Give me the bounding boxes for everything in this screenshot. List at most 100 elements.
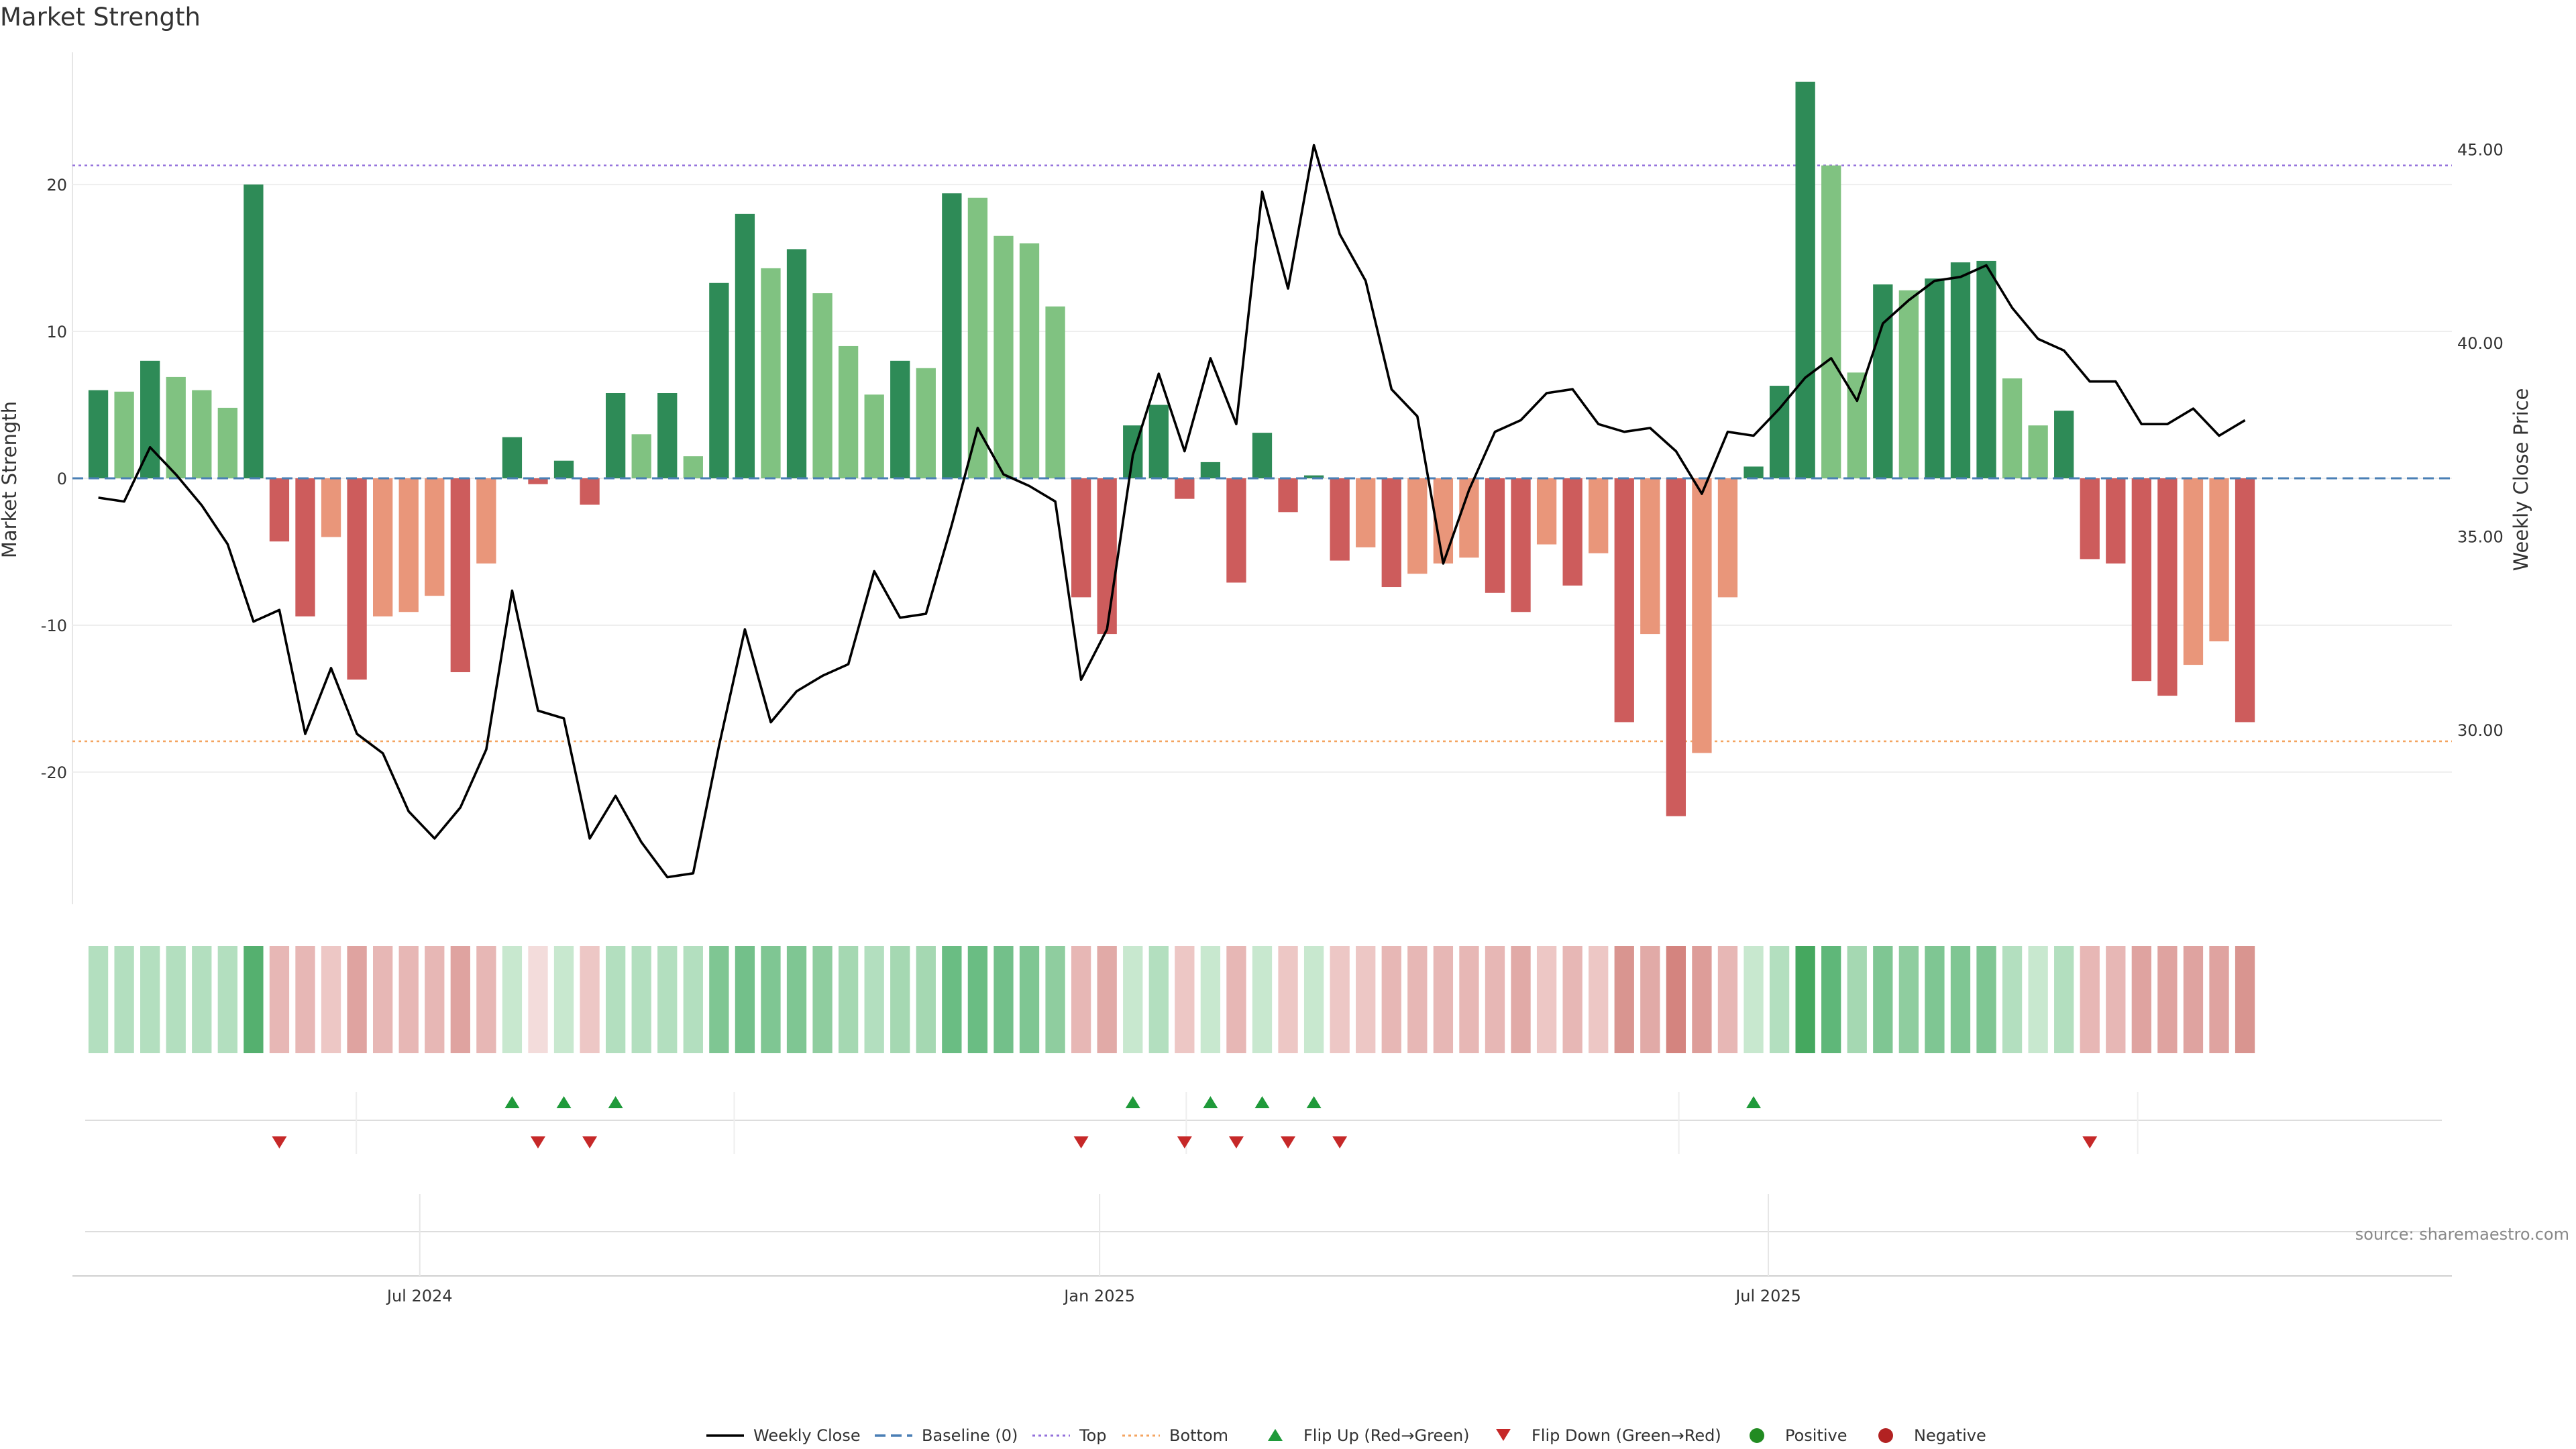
state-cell (2054, 946, 2074, 1053)
strength-bar (967, 197, 988, 478)
state-cell (425, 946, 445, 1053)
flip-up-marker (1203, 1096, 1218, 1108)
strength-bar (890, 360, 910, 478)
strength-bar (1640, 478, 1660, 635)
strength-bar (2080, 478, 2100, 559)
strength-bar (1356, 478, 1376, 547)
left-tick-label: 10 (46, 323, 67, 341)
state-cell (1562, 946, 1582, 1053)
legend-item: Bottom (1122, 1426, 1228, 1445)
legend-triangle-up-icon (1268, 1429, 1283, 1441)
x-tick-label: Jan 2025 (1063, 1287, 1135, 1305)
right-axis-ticks: 45.00 40.00 35.00 30.00 (2457, 140, 2504, 740)
strength-bar (761, 268, 781, 478)
state-cell (269, 946, 290, 1053)
strength-bar (2209, 478, 2229, 642)
state-cell (2209, 946, 2229, 1053)
flip-down-markers (272, 1136, 2098, 1148)
strength-bar (1562, 478, 1582, 586)
strength-bar (244, 184, 264, 478)
state-cell (1433, 946, 1454, 1053)
state-cell (580, 946, 600, 1053)
strength-bar (1717, 478, 1738, 598)
flip-up-marker (608, 1096, 623, 1108)
state-cell (347, 946, 367, 1053)
strength-bar (1795, 81, 1815, 479)
strength-bar (1252, 433, 1273, 478)
right-axis-label: Weekly Close Price (2510, 388, 2532, 572)
state-cell (1717, 946, 1738, 1053)
state-cell (605, 946, 626, 1053)
strength-bar (1485, 478, 1505, 593)
state-cell (2235, 946, 2255, 1053)
strength-panel: 20 10 0 -10 -20 45.00 40.00 35.00 30.00 Market … (0, 52, 2532, 904)
legend-item: Top (1032, 1426, 1107, 1445)
state-cell (1485, 946, 1505, 1053)
state-cell (2080, 946, 2100, 1053)
state-cell (1536, 946, 1557, 1053)
state-cell (140, 946, 160, 1053)
state-cell (994, 946, 1014, 1053)
strength-bar (916, 368, 936, 478)
state-cell (735, 946, 755, 1053)
strength-bar (709, 282, 729, 478)
strength-bar (1976, 260, 1996, 478)
state-cell (1097, 946, 1117, 1053)
x-axis-ticks: Jul 2024 Jan 2025 Jul 2025 (386, 1194, 1801, 1305)
state-strip (88, 946, 2255, 1053)
state-cell (1898, 946, 1919, 1053)
flip-up-marker (1125, 1096, 1140, 1108)
strength-bar (2028, 425, 2048, 478)
flip-down-marker (1073, 1136, 1089, 1148)
state-cell (942, 946, 962, 1053)
state-cell (1821, 946, 1841, 1053)
state-cell (1278, 946, 1298, 1053)
legend-item: Flip Up (Red→Green) (1268, 1426, 1470, 1445)
strength-bar (942, 193, 962, 478)
strength-bar (1097, 478, 1117, 635)
state-cell (2002, 946, 2023, 1053)
state-cell (916, 946, 936, 1053)
state-cell (2183, 946, 2204, 1053)
strength-bar (425, 478, 445, 596)
strength-bar (321, 478, 341, 537)
state-cell (761, 946, 781, 1053)
strength-bar (1666, 478, 1686, 816)
strength-bar (786, 249, 807, 478)
state-cell (398, 946, 419, 1053)
state-cell (502, 946, 523, 1053)
strength-bar (1511, 478, 1531, 612)
strength-bar (88, 390, 109, 478)
strength-bar (476, 478, 496, 564)
state-cell (1019, 946, 1040, 1053)
strength-bar (1045, 306, 1065, 478)
state-cell (321, 946, 341, 1053)
state-cell (1226, 946, 1246, 1053)
strength-bar (347, 478, 367, 680)
state-cell (1356, 946, 1376, 1053)
state-cell (1330, 946, 1350, 1053)
strength-bar (450, 478, 470, 673)
strength-bar (1407, 478, 1428, 574)
strength-bar (838, 345, 859, 478)
strength-bar (580, 478, 600, 505)
strength-bar (1226, 478, 1246, 583)
legend-dot-icon (1750, 1428, 1764, 1443)
strength-bar (553, 460, 574, 478)
strength-bar (1873, 284, 1893, 478)
left-tick-label: 20 (46, 176, 67, 195)
state-cell (838, 946, 859, 1053)
legend-item: Baseline (0) (875, 1426, 1018, 1445)
legend-label: Weekly Close (753, 1426, 861, 1445)
state-cell (812, 946, 833, 1053)
flip-signal-panel (85, 1092, 2442, 1154)
strength-bar (2235, 478, 2255, 722)
state-cell (1045, 946, 1065, 1053)
chart-title: Market Strength (0, 3, 201, 32)
weekly-close-line (98, 144, 2246, 879)
left-axis-label: Market Strength (0, 401, 21, 558)
strength-bar (657, 393, 678, 478)
right-tick-label: 40.00 (2457, 334, 2504, 353)
strength-bar (217, 407, 237, 478)
legend-label: Positive (1785, 1426, 1847, 1445)
